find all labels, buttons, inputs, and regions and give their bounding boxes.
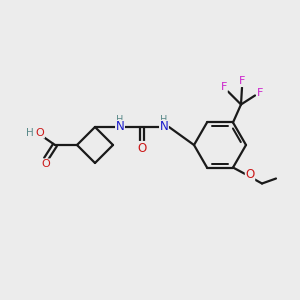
Text: F: F xyxy=(221,82,227,92)
Text: O: O xyxy=(36,128,44,138)
Text: N: N xyxy=(160,121,168,134)
Text: H: H xyxy=(160,115,168,125)
Text: H: H xyxy=(116,115,124,125)
Text: N: N xyxy=(116,121,124,134)
Text: H: H xyxy=(26,128,34,138)
Text: O: O xyxy=(137,142,147,154)
Text: O: O xyxy=(245,168,255,181)
Text: O: O xyxy=(42,159,50,169)
Text: F: F xyxy=(257,88,263,98)
Text: F: F xyxy=(239,76,245,86)
